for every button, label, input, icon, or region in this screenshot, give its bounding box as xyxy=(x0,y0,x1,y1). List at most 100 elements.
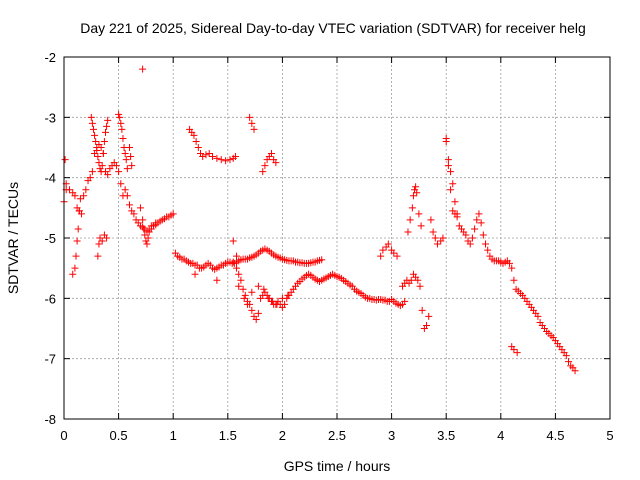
data-point xyxy=(233,252,241,260)
data-point xyxy=(205,150,213,158)
data-point xyxy=(222,157,230,165)
data-point xyxy=(413,189,421,197)
data-point xyxy=(121,186,129,194)
data-point xyxy=(272,159,280,167)
y-tick-label: -2 xyxy=(44,50,56,65)
series-secondary-track xyxy=(229,258,409,323)
x-tick-label: 1.5 xyxy=(219,428,237,443)
data-point xyxy=(61,156,69,164)
data-point xyxy=(103,234,111,242)
data-point xyxy=(89,125,97,133)
data-point xyxy=(273,300,281,308)
data-point xyxy=(130,210,138,218)
data-point xyxy=(112,162,120,170)
data-point xyxy=(116,113,124,121)
data-point xyxy=(510,276,518,284)
data-point xyxy=(75,207,83,215)
data-point xyxy=(451,198,459,206)
data-point xyxy=(123,165,131,173)
data-point xyxy=(471,225,479,233)
data-point xyxy=(475,210,483,218)
plot-border xyxy=(63,56,611,420)
data-point xyxy=(510,346,518,354)
data-point xyxy=(406,216,414,224)
data-point xyxy=(468,234,476,242)
data-point xyxy=(122,156,130,164)
data-point xyxy=(229,237,237,245)
data-point xyxy=(86,174,94,182)
data-point xyxy=(143,240,151,248)
data-point xyxy=(453,210,461,218)
x-tick-label: 2 xyxy=(279,428,286,443)
data-point xyxy=(94,252,102,260)
y-tick-label: -8 xyxy=(44,412,56,427)
data-point xyxy=(409,192,417,200)
data-point xyxy=(442,134,450,142)
data-point xyxy=(65,186,73,194)
data-point xyxy=(379,246,387,254)
data-point xyxy=(484,246,492,254)
data-point xyxy=(202,151,210,159)
data-point xyxy=(97,144,105,151)
x-tick-label: 5 xyxy=(606,428,613,443)
x-tick-label: 3.5 xyxy=(437,428,455,443)
data-point xyxy=(104,116,112,124)
data-point xyxy=(115,168,123,176)
data-point xyxy=(462,231,470,239)
data-point xyxy=(384,240,392,248)
chart-title: Day 221 of 2025, Sidereal Day-to-day VTE… xyxy=(80,20,586,36)
data-point xyxy=(246,113,254,121)
series-main-track xyxy=(60,140,326,273)
data-point xyxy=(248,119,256,127)
data-point xyxy=(101,128,109,136)
y-tick-label: -3 xyxy=(44,110,56,125)
data-point xyxy=(278,294,286,302)
data-point xyxy=(513,349,521,357)
data-point xyxy=(239,285,247,293)
data-point xyxy=(123,192,131,200)
data-point xyxy=(466,240,474,248)
data-point xyxy=(144,234,152,242)
data-point xyxy=(91,131,99,139)
data-point xyxy=(82,186,90,194)
data-point xyxy=(71,264,79,272)
data-point xyxy=(88,168,96,176)
data-point xyxy=(416,282,424,290)
data-point xyxy=(121,150,129,158)
data-point xyxy=(261,162,269,170)
data-point xyxy=(404,228,412,236)
data-point xyxy=(254,309,262,317)
data-point xyxy=(126,144,134,151)
data-point xyxy=(95,240,103,248)
data-point xyxy=(141,231,149,239)
data-point xyxy=(237,276,245,284)
data-point xyxy=(87,113,95,121)
data-point xyxy=(115,110,123,118)
data-point xyxy=(318,256,326,264)
data-point xyxy=(72,252,80,260)
data-point xyxy=(243,300,251,308)
data-point xyxy=(128,162,136,170)
data-point xyxy=(226,156,234,164)
data-point xyxy=(534,312,542,320)
data-point xyxy=(100,137,108,145)
series-late-track xyxy=(442,137,579,375)
data-point xyxy=(508,264,516,272)
data-point xyxy=(74,225,82,233)
data-point xyxy=(506,259,514,267)
data-point xyxy=(140,225,148,233)
data-point xyxy=(229,258,237,266)
data-point xyxy=(284,291,292,299)
data-point xyxy=(231,153,239,161)
data-point xyxy=(427,216,435,224)
data-point xyxy=(269,297,277,305)
x-tick-label: 2.5 xyxy=(328,428,346,443)
data-point xyxy=(281,300,289,308)
data-point xyxy=(76,195,84,203)
data-point xyxy=(73,237,81,245)
data-point xyxy=(95,159,103,167)
data-point xyxy=(190,131,198,139)
data-point xyxy=(127,153,135,161)
data-point xyxy=(117,119,125,127)
